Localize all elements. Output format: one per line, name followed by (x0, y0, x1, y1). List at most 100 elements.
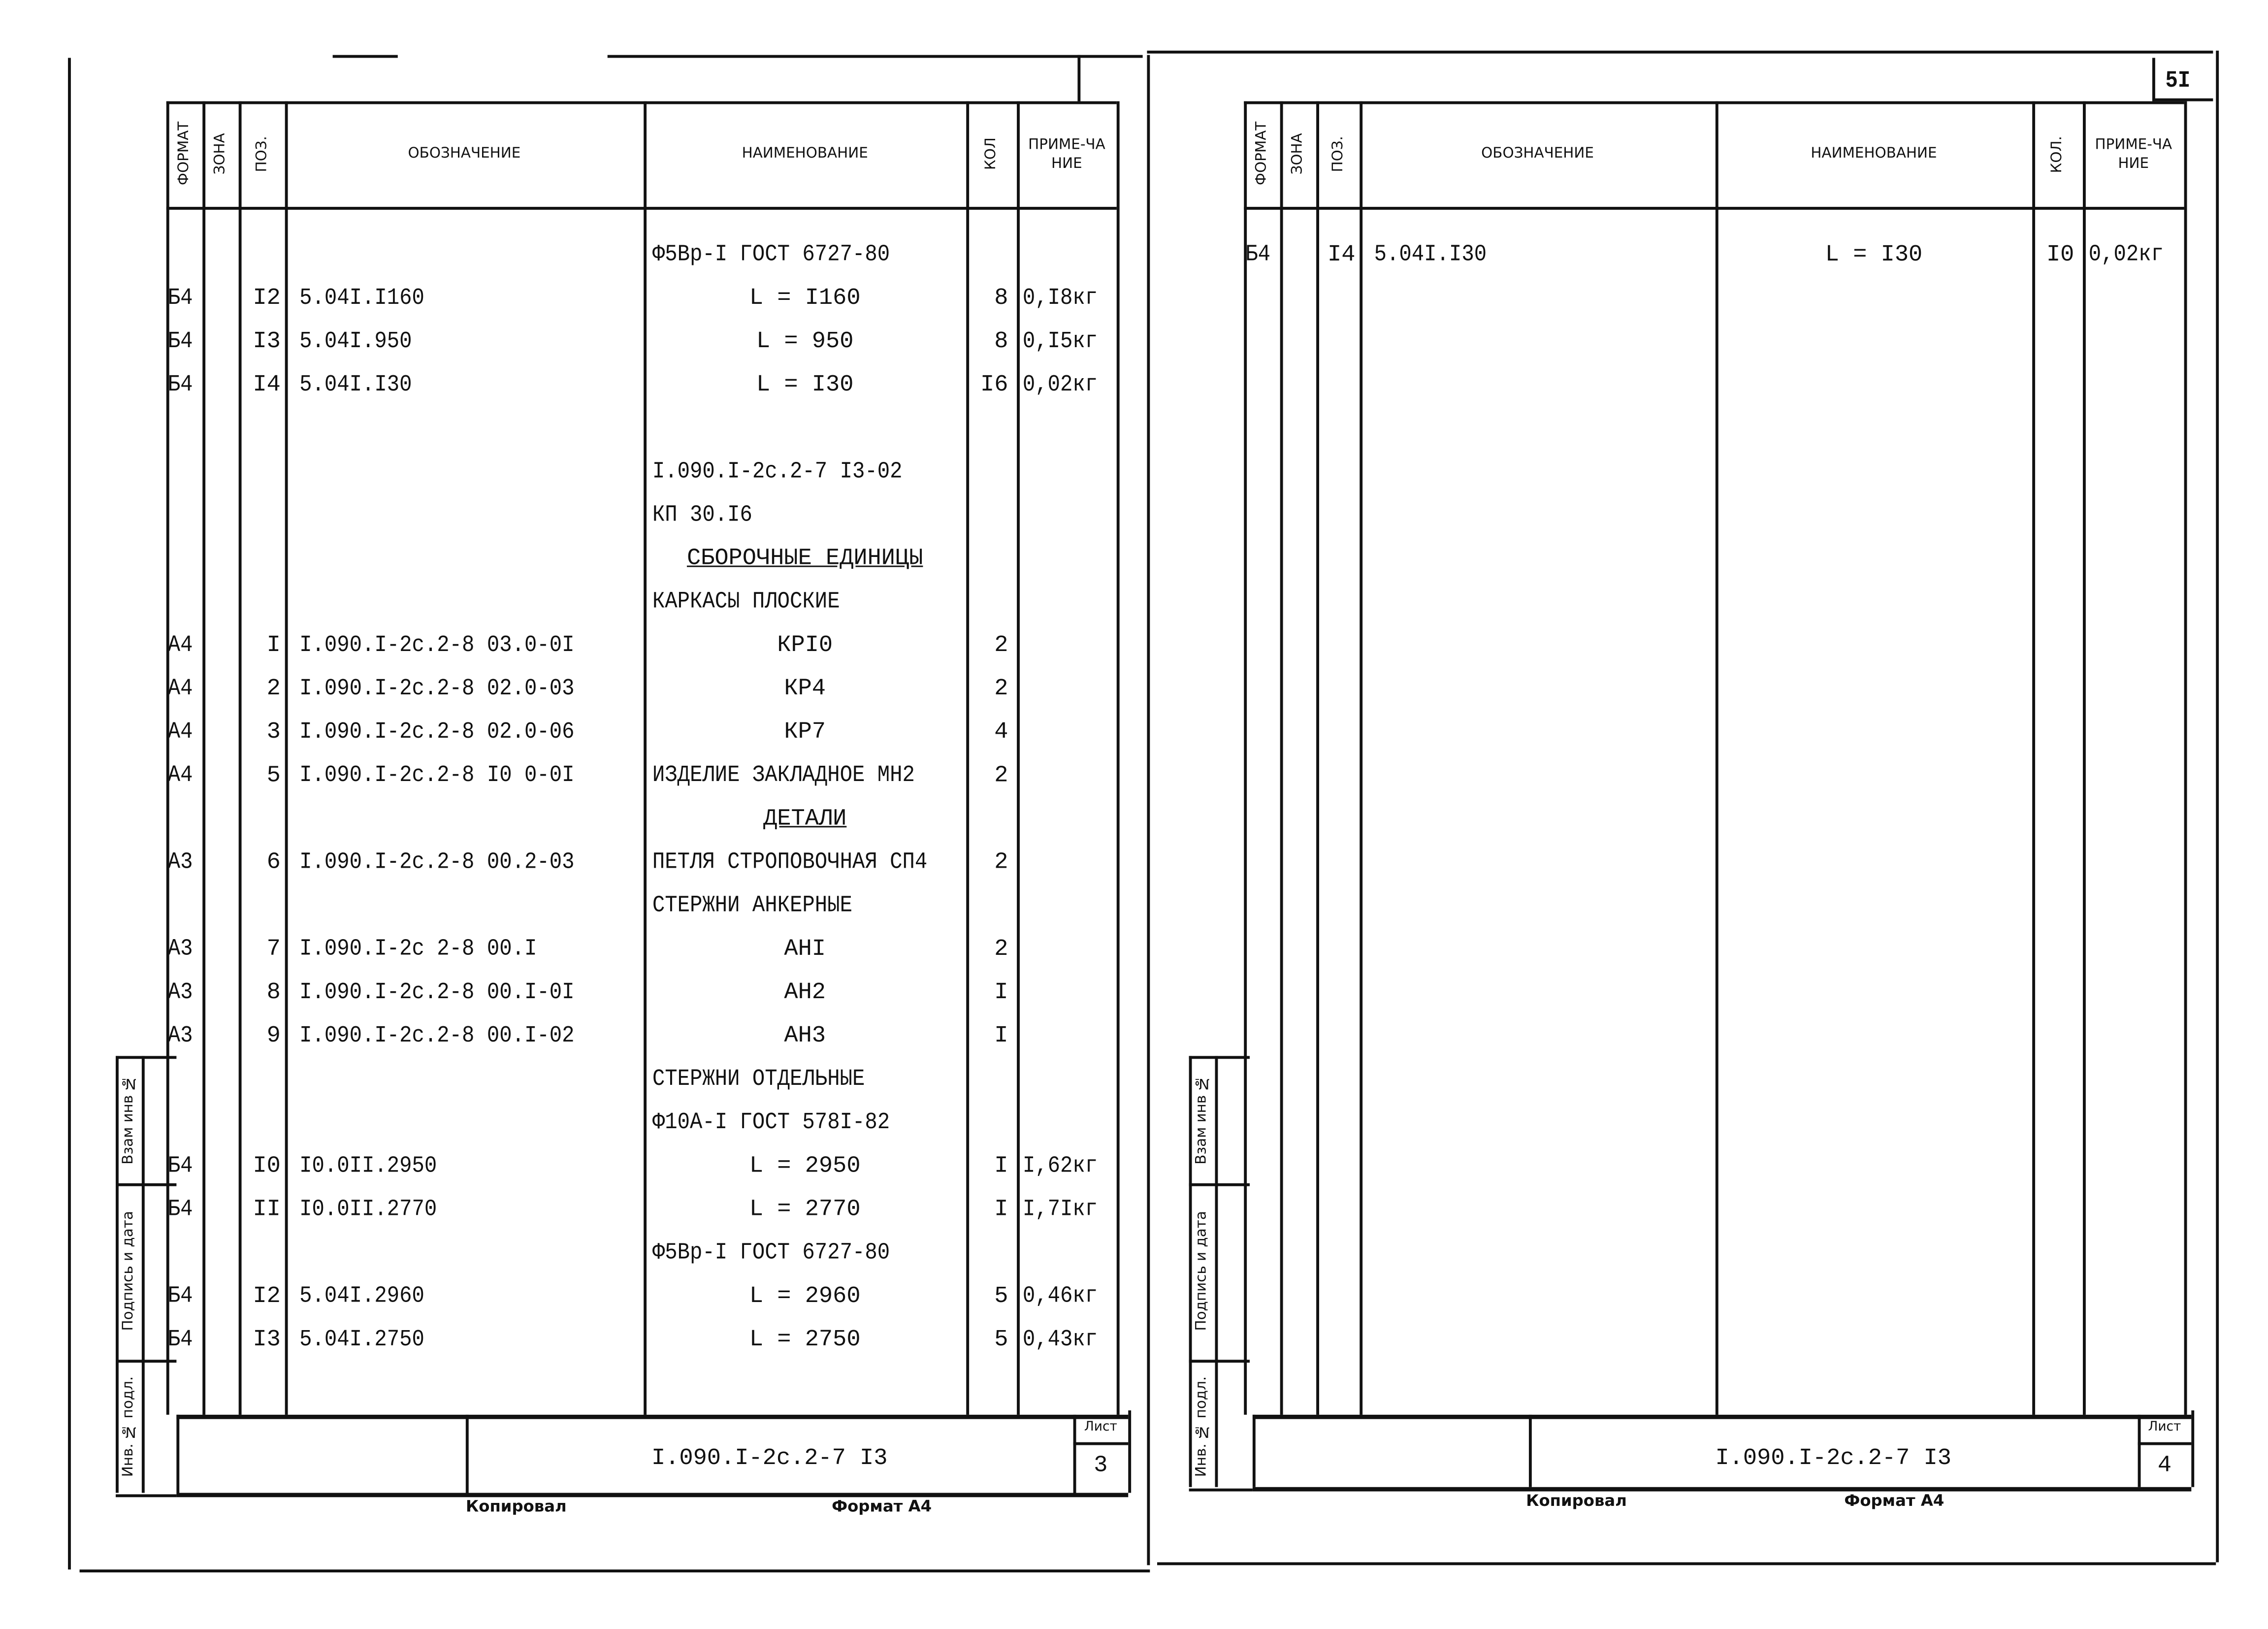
cell-name: АНI (784, 936, 826, 962)
rule-line (79, 1569, 1150, 1573)
cell-position: II (253, 1196, 281, 1223)
sheet-label: Лист (2148, 1420, 2181, 1435)
cell-name: Ф10А-I ГОСТ 578I-82 (652, 1109, 890, 1136)
cell-format: Б4 (167, 328, 193, 355)
rule-line (2191, 1410, 2195, 1487)
cell-designation: I0.0II.2770 (299, 1196, 437, 1223)
rule-line (1073, 1442, 1129, 1445)
rule-line (68, 58, 71, 1570)
copied-label: Копировал (1526, 1491, 1627, 1510)
rule-line (1189, 1360, 1250, 1363)
cell-designation: I0.0II.2950 (299, 1153, 437, 1179)
header-label: ПРИМЕ-ЧАНИЕ (1028, 136, 1105, 172)
sheet-label: Лист (1084, 1420, 1117, 1435)
cell-position: 8 (266, 979, 281, 1006)
cell-note: 0,I5кг (1022, 328, 1098, 355)
rule-line (166, 101, 1117, 104)
cell-designation: 5.04I.2750 (299, 1326, 424, 1353)
rule-line (332, 55, 398, 58)
cell-format: А4 (167, 632, 193, 658)
cell-name: I.090.I-2с.2-7 I3-02 (652, 458, 903, 485)
cell-note: I,7Iкг (1022, 1196, 1098, 1223)
cell-position: I0 (253, 1153, 281, 1179)
header-label: КОЛ (983, 137, 1000, 170)
header-format: ФОРМАТ (1244, 101, 1280, 207)
rule-line (116, 1360, 177, 1363)
rule-line (1280, 101, 1283, 1415)
rule-line (176, 1493, 1129, 1498)
format-label: Формат А4 (832, 1497, 932, 1516)
rule-line (2138, 1442, 2192, 1445)
cell-quantity: 2 (994, 936, 1008, 962)
cell-designation: I.090.I-2с.2-8 00.I-02 (299, 1022, 575, 1049)
rule-line (1316, 101, 1319, 1415)
rule-line (1528, 1414, 1532, 1487)
rule-line (116, 1183, 177, 1186)
stamp-replace-inv: Взам инв № (1194, 1075, 1210, 1165)
header-label: ОБОЗНАЧЕНИЕ (1481, 146, 1594, 162)
cell-name: L = 2950 (749, 1153, 861, 1179)
cell-name: АН2 (784, 979, 826, 1006)
cell-note: 0,46кг (1022, 1283, 1098, 1309)
cell-format: А3 (167, 979, 193, 1006)
cell-quantity: 4 (994, 718, 1008, 745)
rule-line (1215, 1056, 1218, 1487)
rule-line (465, 1414, 469, 1493)
rule-line (1244, 101, 1247, 1415)
cell-designation: I.090.I-2с.2-8 00.I-0I (299, 979, 575, 1006)
cell-format: Б4 (167, 371, 193, 398)
rule-line (2083, 101, 2086, 1415)
rule-line (1147, 55, 1150, 1565)
rule-line (1252, 1414, 1256, 1487)
cell-position: I2 (253, 1283, 281, 1309)
rule-line (166, 101, 169, 1415)
cell-name: L = 950 (756, 328, 854, 355)
cell-format: А4 (167, 762, 193, 788)
header-note: ПРИМЕ-ЧАНИЕ (1017, 101, 1117, 207)
rule-line (1244, 101, 2184, 104)
stamp-sign-date: Подпись и дата (121, 1211, 137, 1332)
cell-format: Б4 (167, 285, 193, 311)
cell-name: КР4 (784, 675, 826, 702)
title-code: I.090.I-2с.2-7 I3 (651, 1445, 888, 1471)
cell-position: I2 (253, 285, 281, 311)
page-number: 5I (2165, 68, 2191, 94)
cell-position: I3 (253, 328, 281, 355)
sheet-number: 4 (2157, 1452, 2172, 1479)
cell-quantity: I0 (2046, 241, 2074, 268)
cell-position: I4 (253, 371, 281, 398)
cell-quantity: 8 (994, 285, 1008, 311)
cell-name: СТЕРЖНИ ОТДЕЛЬНЫЕ (652, 1066, 865, 1092)
sheet-number: 3 (1094, 1452, 1108, 1479)
rule-line (1128, 1410, 1132, 1493)
cell-name: КП 30.I6 (652, 502, 752, 528)
rule-line (1189, 1056, 1250, 1059)
cell-format: Б4 (167, 1283, 193, 1309)
header-note: ПРИМЕ-ЧАНИЕ (2083, 101, 2184, 207)
rule-line (1244, 207, 2184, 210)
cell-quantity: 2 (994, 632, 1008, 658)
cell-designation: 5.04I.I30 (299, 371, 412, 398)
cell-note: 0,I8кг (1022, 285, 1098, 311)
rule-line (1017, 101, 1020, 1415)
cell-name: L = I30 (756, 371, 854, 398)
header-zone: ЗОНА (1280, 101, 1316, 207)
cell-format: А3 (167, 936, 193, 962)
rule-line (1715, 101, 1718, 1415)
cell-quantity: 8 (994, 328, 1008, 355)
cell-position: 7 (266, 936, 281, 962)
stamp-replace-inv: Взам инв № (121, 1075, 137, 1165)
header-label: ПОЗ. (1330, 136, 1346, 172)
cell-position: I3 (253, 1326, 281, 1353)
cell-name: ИЗДЕЛИЕ ЗАКЛАДНОЕ МН2 (652, 762, 915, 788)
cell-note: 0,02кг (2088, 241, 2164, 268)
header-label: НАИМЕНОВАНИЕ (1811, 146, 1937, 162)
cell-name: КРI0 (777, 632, 833, 658)
cell-quantity: 2 (994, 762, 1008, 788)
cell-position: 6 (266, 849, 281, 876)
header-qty_left: КОЛ (966, 101, 1017, 207)
cell-position: I4 (1328, 241, 1356, 268)
rule-line (644, 101, 647, 1415)
cell-designation: 5.04I.2960 (299, 1283, 424, 1309)
header-label: ЗОНА (1290, 133, 1306, 175)
